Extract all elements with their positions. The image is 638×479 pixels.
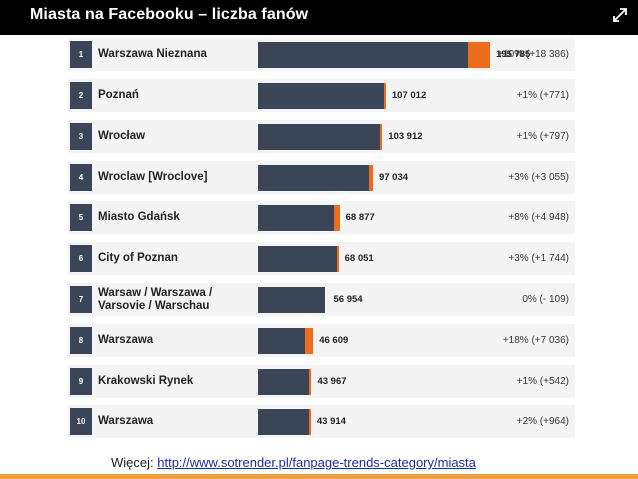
growth-bar (468, 42, 490, 68)
city-name: City of Poznan (98, 252, 178, 264)
table-row: 9 Krakowski Rynek 43 967 +1% (+542) (68, 364, 575, 398)
rank-badge: 2 (70, 82, 92, 109)
fans-value: 56 954 (333, 294, 363, 305)
fans-bar (258, 287, 326, 313)
fans-value: 107 012 (391, 90, 427, 101)
footer-link[interactable]: http://www.sotrender.pl/fanpage-trends-c… (157, 455, 476, 470)
footer-prefix: Więcej: (111, 455, 158, 470)
table-row: 7 Warsaw / Warszawa / Varsovie / Warschau… (68, 282, 575, 316)
growth-bar (304, 328, 314, 354)
growth-bar (336, 246, 339, 272)
change-value: +18% (+7 036) (502, 335, 569, 346)
page-title: Miasta na Facebooku – liczba fanów (30, 6, 309, 23)
change-value: +3% (+1 744) (508, 253, 569, 264)
footer-more: Więcej: http://www.sotrender.pl/fanpage-… (111, 455, 476, 470)
change-value: +1% (+542) (516, 376, 569, 387)
change-value: 0% (- 109) (522, 294, 569, 305)
fans-value: 195 785 (496, 49, 531, 60)
fans-value: 97 034 (378, 172, 409, 183)
city-name: Warszawa (98, 334, 154, 346)
change-value: +1% (+797) (516, 131, 569, 142)
table-row: 4 Wroclaw [Wroclove] 97 034 +3% (+3 055) (68, 160, 575, 194)
growth-bar (309, 369, 312, 395)
table-row: 8 Warszawa 46 609 +18% (+7 036) (68, 323, 575, 357)
fans-value: 43 967 (317, 376, 347, 387)
fans-bar (258, 42, 469, 68)
change-value: +2% (+964) (516, 416, 569, 427)
change-value: +10% (+18 386) (497, 49, 569, 60)
expand-icon[interactable] (612, 7, 628, 23)
growth-bar (308, 409, 311, 435)
rank-badge: 5 (70, 204, 92, 231)
rank-badge: 1 (70, 41, 92, 68)
growth-bar (369, 165, 373, 191)
city-name: Wrocław (98, 130, 146, 142)
growth-bar (383, 83, 386, 109)
change-value: +8% (+4 948) (508, 212, 569, 223)
city-name: Warszawa (98, 415, 154, 427)
growth-bar (380, 124, 383, 150)
city-name: Miasto Gdańsk (98, 211, 180, 223)
rank-badge: 6 (70, 245, 92, 272)
fans-bar (258, 369, 310, 395)
fans-bar (258, 409, 309, 435)
fans-value: 43 914 (316, 416, 346, 427)
fans-bar (258, 124, 381, 150)
rank-badge: 9 (70, 368, 92, 395)
table-row: 2 Poznań 107 012 +1% (+771) (68, 78, 575, 112)
fans-value: 68 877 (345, 212, 375, 223)
table-row: 10 Warszawa 43 914 +2% (+964) (68, 404, 575, 438)
city-name: Wroclaw [Wroclove] (98, 171, 208, 183)
change-value: +3% (+3 055) (508, 172, 569, 183)
table-row: 6 City of Poznan 68 051 +3% (+1 744) (68, 241, 575, 275)
fans-bar (258, 165, 370, 191)
fans-bar (258, 83, 384, 109)
header-bar: Miasta na Facebooku – liczba fanów (0, 0, 638, 35)
fans-value: 103 912 (388, 131, 423, 142)
bottom-accent-line (0, 474, 638, 479)
fans-value: 68 051 (344, 253, 374, 264)
fans-bar (258, 246, 337, 272)
rank-badge: 4 (70, 164, 92, 191)
city-name: Poznań (98, 89, 139, 101)
growth-bar (333, 205, 340, 231)
rank-badge: 10 (70, 408, 92, 435)
table-row: 5 Miasto Gdańsk 68 877 +8% (+4 948) (68, 200, 575, 234)
fans-bar (258, 205, 334, 231)
city-name: Warsaw / Warszawa / Varsovie / Warschau (98, 286, 213, 312)
rank-badge: 3 (70, 123, 92, 150)
change-value: +1% (+771) (516, 90, 569, 101)
fans-value: 46 609 (319, 335, 349, 346)
fans-bar (258, 328, 305, 354)
city-name: Warszawa Nieznana (98, 48, 207, 60)
city-name: Krakowski Rynek (98, 375, 194, 387)
rank-badge: 8 (70, 327, 92, 354)
rank-badge: 7 (70, 286, 92, 313)
table-row: 1 Warszawa Nieznana 195 785 +10% (+18 386) (68, 37, 575, 71)
table-row: 3 Wrocław 103 912 +1% (+797) (68, 119, 575, 153)
